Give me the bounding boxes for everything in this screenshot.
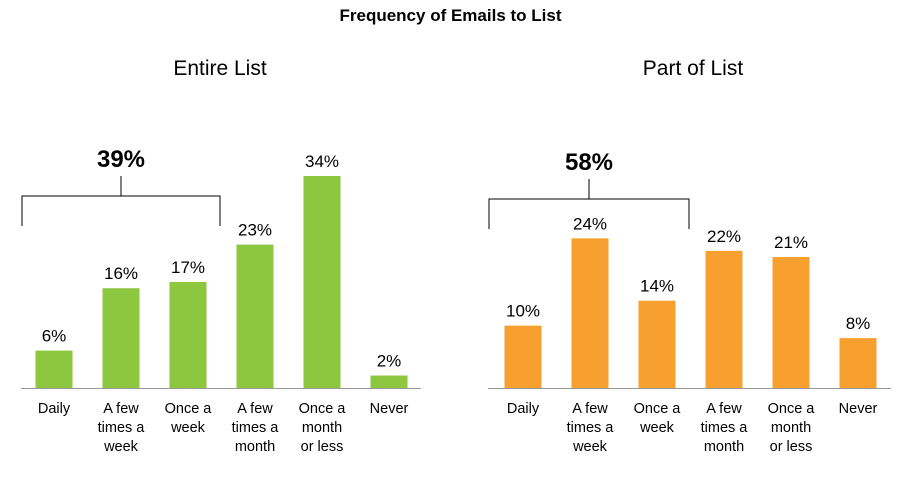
- x-tick-label: week: [103, 439, 139, 455]
- data-label: 8%: [846, 314, 871, 333]
- x-tick-label: or less: [301, 439, 344, 455]
- bar: [772, 257, 810, 388]
- x-tick-label: A few: [103, 401, 139, 417]
- x-tick-label: Once a: [165, 401, 213, 417]
- data-label: 2%: [377, 352, 402, 371]
- data-label: 23%: [238, 221, 272, 240]
- bar: [839, 338, 877, 388]
- data-label: 14%: [640, 277, 674, 296]
- bar: [303, 176, 341, 388]
- bar: [504, 325, 542, 388]
- x-tick-label: Once a: [768, 401, 816, 417]
- data-label: 34%: [305, 152, 339, 171]
- x-tick-label: Never: [370, 401, 409, 417]
- x-tick-label: Once a: [299, 401, 347, 417]
- x-tick-label: Never: [839, 401, 878, 417]
- bar: [571, 238, 609, 388]
- x-tick-label: A few: [237, 401, 273, 417]
- data-label: 10%: [506, 302, 540, 321]
- x-tick-label: Once a: [634, 401, 682, 417]
- x-tick-label: or less: [770, 439, 813, 455]
- data-label: 24%: [573, 214, 607, 233]
- data-label: 17%: [171, 258, 205, 277]
- bar: [236, 244, 274, 388]
- data-label: 21%: [774, 233, 808, 252]
- x-tick-label: week: [572, 439, 608, 455]
- x-tick-label: times a: [567, 420, 615, 436]
- x-tick-label: week: [639, 420, 675, 436]
- data-label: 6%: [42, 327, 67, 346]
- x-tick-label: month: [704, 439, 744, 455]
- x-tick-label: A few: [572, 401, 608, 417]
- x-tick-label: A few: [706, 401, 742, 417]
- bar: [638, 300, 676, 388]
- group-bracket: [21, 176, 221, 226]
- panel-title-entire-list: Entire List: [173, 57, 267, 80]
- x-tick-label: month: [235, 439, 275, 455]
- x-tick-label: times a: [701, 420, 749, 436]
- x-tick-label: week: [170, 420, 206, 436]
- group-bracket: [488, 179, 690, 229]
- x-tick-label: times a: [232, 420, 280, 436]
- panel-title-part-of-list: Part of List: [642, 57, 744, 80]
- bar: [169, 282, 207, 388]
- x-tick-label: month: [302, 420, 342, 436]
- data-label: 22%: [707, 227, 741, 246]
- x-tick-label: times a: [98, 420, 146, 436]
- bar: [35, 350, 73, 388]
- x-tick-label: Daily: [38, 401, 71, 417]
- bar: [705, 250, 743, 388]
- x-tick-label: Daily: [507, 401, 540, 417]
- bar: [370, 375, 408, 388]
- bracket-label: 39%: [97, 146, 145, 173]
- bar: [102, 288, 140, 388]
- data-label: 16%: [104, 264, 138, 283]
- chart-title: Frequency of Emails to List: [339, 6, 562, 25]
- bracket-label: 58%: [565, 149, 613, 176]
- x-tick-label: month: [771, 420, 811, 436]
